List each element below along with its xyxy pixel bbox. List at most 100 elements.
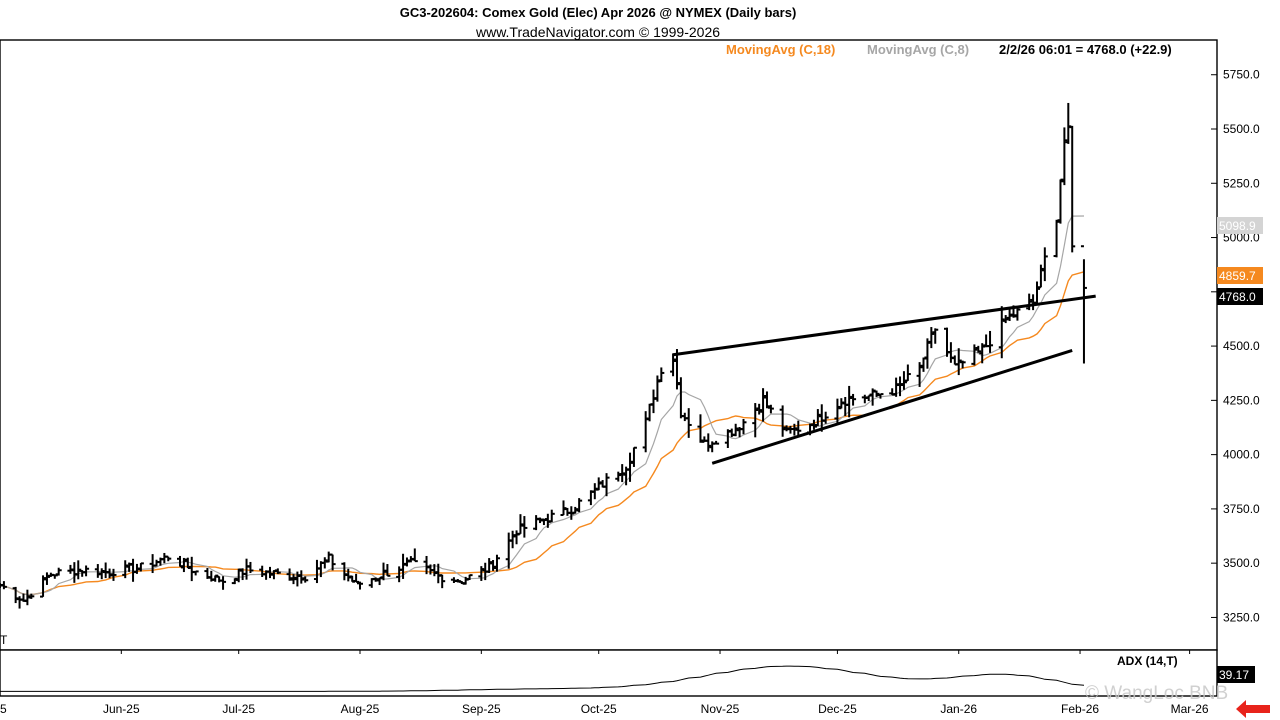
y-tick-label: 4500.0 (1223, 339, 1260, 353)
ohlc-bar (779, 405, 786, 437)
ohlc-bar (321, 557, 328, 569)
y-tick-label: 3750.0 (1223, 502, 1260, 516)
y-axis-ticks: 3250.0 3500.0 3750.0 4000.0 4250.0 4500.0 5000… (1211, 68, 1260, 624)
ohlc-bar (490, 560, 497, 571)
ohlc-bar (900, 371, 907, 390)
ohlc-bar (521, 516, 528, 538)
ohlc-bar (928, 327, 935, 349)
ohlc-bar (231, 577, 238, 585)
ohlc-bar (873, 390, 880, 397)
ohlc-bar (846, 385, 853, 418)
y-tick-label: 4250.0 (1223, 393, 1260, 407)
ohlc-bar (493, 554, 500, 572)
ohlc-bar (466, 574, 473, 581)
ohlc-bar (834, 398, 841, 425)
x-tick-label: Oct-25 (581, 702, 617, 716)
y-tick-label: 5250.0 (1223, 176, 1260, 190)
y-tick-label: 5750.0 (1223, 68, 1260, 82)
ohlc-bar (345, 568, 352, 582)
ohlc-bar (220, 576, 227, 590)
ohlc-bar (51, 574, 58, 579)
y-tick-label: 5000.0 (1223, 231, 1260, 245)
ohlc-bar (1006, 307, 1013, 321)
left-edge-label: T (0, 633, 8, 647)
ohlc-bar (509, 530, 516, 549)
x-tick-label: Jun-25 (103, 702, 140, 716)
ohlc-bar (1057, 178, 1064, 224)
x-tick-label: Dec-25 (818, 702, 857, 716)
ohlc-bar (654, 375, 661, 402)
ohlc-bar (971, 344, 978, 366)
ohlc-bar (478, 566, 485, 581)
ohlc-bar (998, 306, 1005, 359)
ohlc-bar (595, 477, 602, 491)
x-tick-label: Aug-25 (341, 702, 380, 716)
ohlc-bar (0, 581, 7, 590)
ohlc-bar (1069, 125, 1076, 253)
adx-value-box (1217, 666, 1255, 683)
ohlc-bar (192, 570, 199, 576)
x-tick-label: Nov-25 (701, 702, 740, 716)
x-tick-label: Jul-25 (222, 702, 255, 716)
adx-line (0, 665, 1085, 692)
ohlc-bar (959, 360, 966, 369)
ohlc-bar (619, 464, 626, 483)
ohlc-bar (1014, 307, 1021, 321)
ohlc-bar (904, 364, 911, 382)
ohlc-bar (572, 506, 579, 514)
x-tick-label: Mar-26 (1171, 702, 1209, 716)
ohlc-bar (439, 574, 446, 589)
ohlc-bar (916, 362, 923, 387)
y-tick-label: 3500.0 (1223, 556, 1260, 570)
ohlc-bar (814, 409, 821, 426)
ohlc-bar (865, 394, 872, 402)
ohlc-bar (517, 514, 524, 535)
last-price-box (1217, 288, 1263, 305)
ohlc-bar (106, 568, 113, 579)
ohlc-bar (286, 568, 293, 581)
ohlc-bar (756, 403, 763, 415)
ohlc-bar (274, 568, 281, 575)
watermark: © WangLoc BNB (1085, 683, 1228, 704)
ohlc-bar (177, 555, 184, 568)
ohlc-bar (43, 572, 50, 585)
ohlc-bar (110, 568, 117, 581)
ohlc-bar (697, 414, 704, 443)
ohlc-bar (767, 404, 774, 414)
ohlc-bar (1002, 315, 1009, 324)
ohlc-bar (822, 411, 829, 424)
ohlc-bar (548, 509, 555, 523)
ohlc-bar (603, 473, 610, 497)
ohlc-bar (576, 498, 583, 513)
x-axis-labels: 25 Jun-25 Jul-25 Aug-25 Sep-25 Oct-25 Nov-25 De… (0, 650, 1209, 716)
ohlc-bar (75, 560, 82, 580)
trendline (711, 348, 1073, 465)
trendline (672, 294, 1096, 357)
ohlc-bar (979, 343, 986, 364)
ohlc-bar (1037, 264, 1044, 289)
ma18-legend: MovingAvg (C,18) (726, 42, 835, 57)
ohlc-bar (411, 548, 418, 563)
scroll-left-arrow-icon[interactable] (1236, 700, 1270, 718)
ohlc-bar (24, 589, 31, 606)
ohlc-bar (760, 388, 767, 422)
ohlc-bar (975, 345, 982, 353)
ohlc-bar (122, 560, 129, 579)
ohlc-bar (685, 408, 692, 438)
adx-value: 39.17 (1219, 668, 1249, 682)
chart-title: GC3-202604: Comex Gold (Elec) Apr 2026 @… (400, 5, 797, 20)
ohlc-bar (212, 574, 219, 582)
ohlc-bar (752, 403, 759, 438)
ma8-value: 5098.9 (1219, 219, 1256, 233)
adx-panel-frame (0, 649, 1218, 697)
ohlc-bar (791, 423, 798, 436)
ohlc-bar (40, 575, 47, 598)
x-tick-label: Sep-25 (462, 702, 501, 716)
ohlc-bar (380, 562, 387, 581)
ohlc-bar (486, 558, 493, 573)
last-price-value: 4768.0 (1219, 290, 1256, 304)
ohlc-bar (1041, 247, 1048, 282)
ohlc-bar (673, 349, 680, 390)
ohlc-bar (740, 418, 747, 435)
